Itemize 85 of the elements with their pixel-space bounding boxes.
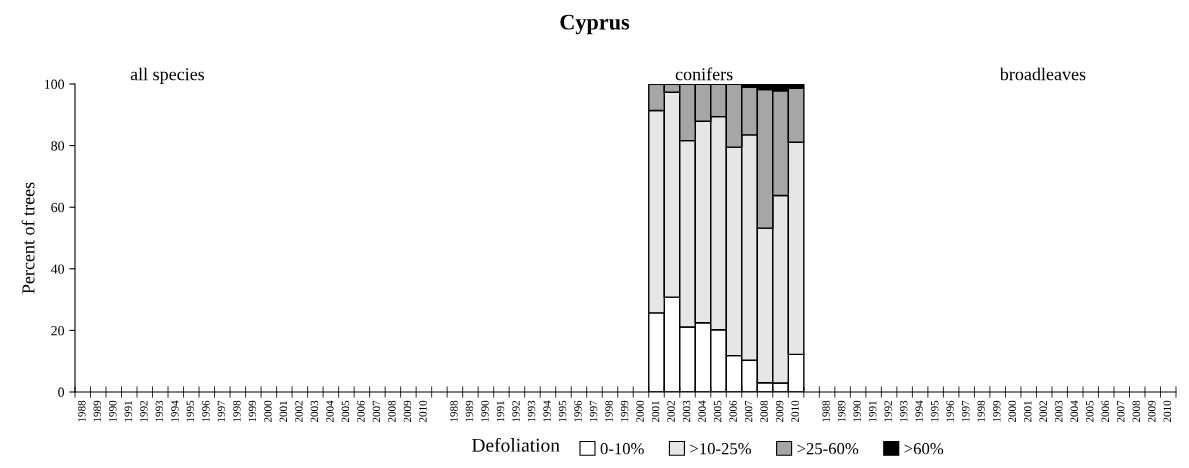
x-tick-label: 1995 bbox=[930, 400, 939, 422]
x-tick-label: 2005 bbox=[341, 400, 350, 423]
x-tick-label: 1990 bbox=[853, 400, 861, 422]
text: broadleaves bbox=[999, 67, 1086, 81]
legend-label: >60% bbox=[904, 443, 944, 455]
x-tick-label: 2002 bbox=[295, 400, 303, 423]
chart-title: Cyprus bbox=[560, 14, 630, 35]
x-tick-label: 1995 bbox=[558, 400, 567, 422]
x-tick-label: 1994 bbox=[171, 400, 179, 422]
x-tick-label: 1993 bbox=[527, 400, 536, 422]
x-tick-label: 1997 bbox=[589, 400, 598, 422]
x-tick-label: 1988 bbox=[450, 400, 458, 422]
x-tick-label: 1988 bbox=[822, 400, 830, 422]
x-tick-label: 1996 bbox=[574, 400, 582, 422]
x-tick-label: 2008 bbox=[388, 400, 396, 423]
y-tick-label: 40 bbox=[50, 264, 65, 274]
x-tick-label: 2007 bbox=[744, 400, 753, 423]
x-tick-label: 2004 bbox=[1070, 400, 1078, 423]
x-tick-label: 1993 bbox=[155, 400, 164, 422]
x-tick-label: 2009 bbox=[775, 400, 784, 423]
x-tick-label: 1996 bbox=[946, 400, 954, 422]
y-tick-label: 80 bbox=[51, 141, 65, 151]
x-tick-label: 1994 bbox=[543, 400, 551, 422]
x-tick-label: 2004 bbox=[326, 400, 334, 423]
legend-label: 0-10% bbox=[600, 443, 644, 455]
y-tick-label: 60 bbox=[51, 202, 65, 213]
x-tick-label: 1998 bbox=[977, 400, 985, 422]
x-tick-label: 1995 bbox=[186, 400, 195, 422]
x-tick-label: 2010 bbox=[1163, 400, 1172, 423]
x-tick-label: 1991 bbox=[496, 401, 505, 422]
y-axis-title: Percent of trees bbox=[21, 182, 35, 294]
y-tick-label: 20 bbox=[51, 325, 65, 336]
y-tick-label: 0 bbox=[58, 387, 65, 397]
x-tick-label: 2005 bbox=[1085, 400, 1094, 423]
x-tick-label: 1993 bbox=[899, 400, 908, 422]
x-tick-label: 2001 bbox=[279, 401, 288, 423]
x-tick-label: 2009 bbox=[403, 400, 412, 423]
x-tick-label: 2010 bbox=[419, 400, 427, 423]
legend-label: >10-25% bbox=[690, 443, 752, 455]
x-tick-label: 2004 bbox=[698, 400, 706, 423]
x-tick-label: 2007 bbox=[372, 400, 381, 423]
x-tick-label: 2008 bbox=[760, 400, 768, 423]
x-tick-label: 1998 bbox=[233, 400, 241, 422]
x-tick-label: 1991 bbox=[124, 401, 133, 422]
annotation: all species bbox=[130, 67, 205, 84]
x-tick-label: 1999 bbox=[620, 400, 629, 422]
x-tick-label: 1991 bbox=[868, 401, 877, 422]
x-tick-label: 1990 bbox=[109, 400, 117, 422]
x-tick-label: 2009 bbox=[1148, 400, 1156, 423]
x-tick-label: 2001 bbox=[1023, 401, 1032, 423]
x-tick-label: 1989 bbox=[93, 400, 102, 422]
x-tick-label: 2006 bbox=[729, 400, 737, 423]
x-tick-label: 2002 bbox=[1039, 400, 1047, 423]
x-tick-label: 1990 bbox=[481, 400, 489, 422]
x-tick-label: 2006 bbox=[1101, 400, 1109, 423]
x-tick-label: 2003 bbox=[1054, 400, 1063, 423]
text: conifers bbox=[675, 67, 733, 81]
y-tick-label: 100 bbox=[44, 79, 65, 89]
x-tick-label: 1992 bbox=[512, 400, 520, 422]
legend-label: >25-60% bbox=[797, 443, 859, 455]
x-tick-label: 1989 bbox=[465, 400, 474, 422]
x-tick-label: 1988 bbox=[78, 400, 86, 422]
x-tick-label: 2007 bbox=[1117, 400, 1125, 423]
x-tick-label: 1994 bbox=[915, 400, 923, 422]
x-tick-label: 1989 bbox=[837, 400, 846, 422]
x-tick-label: 2000 bbox=[264, 400, 272, 423]
x-tick-label: 1997 bbox=[217, 400, 226, 422]
x-tick-label: 2002 bbox=[667, 400, 675, 423]
x-tick-label: 2003 bbox=[310, 400, 319, 423]
legend-title: Defoliation bbox=[472, 437, 560, 452]
x-tick-label: 1999 bbox=[248, 400, 257, 422]
x-tick-label: 1992 bbox=[884, 400, 892, 422]
x-tick-label: 2003 bbox=[682, 400, 691, 423]
x-tick-label: 2010 bbox=[791, 400, 799, 423]
x-tick-label: 1997 bbox=[961, 400, 970, 422]
x-tick-label: 2000 bbox=[636, 400, 644, 423]
x-tick-label: 1999 bbox=[992, 400, 1001, 422]
x-tick-label: 1998 bbox=[605, 400, 613, 422]
x-tick-label: 2001 bbox=[651, 401, 660, 423]
x-tick-label: 2005 bbox=[713, 400, 722, 423]
x-tick-label: 1996 bbox=[202, 400, 210, 422]
x-tick-label: 1992 bbox=[140, 400, 148, 422]
x-tick-label: 2006 bbox=[357, 400, 365, 423]
x-tick-label: 2000 bbox=[1008, 400, 1016, 423]
x-tick-label: 2008 bbox=[1132, 400, 1141, 423]
